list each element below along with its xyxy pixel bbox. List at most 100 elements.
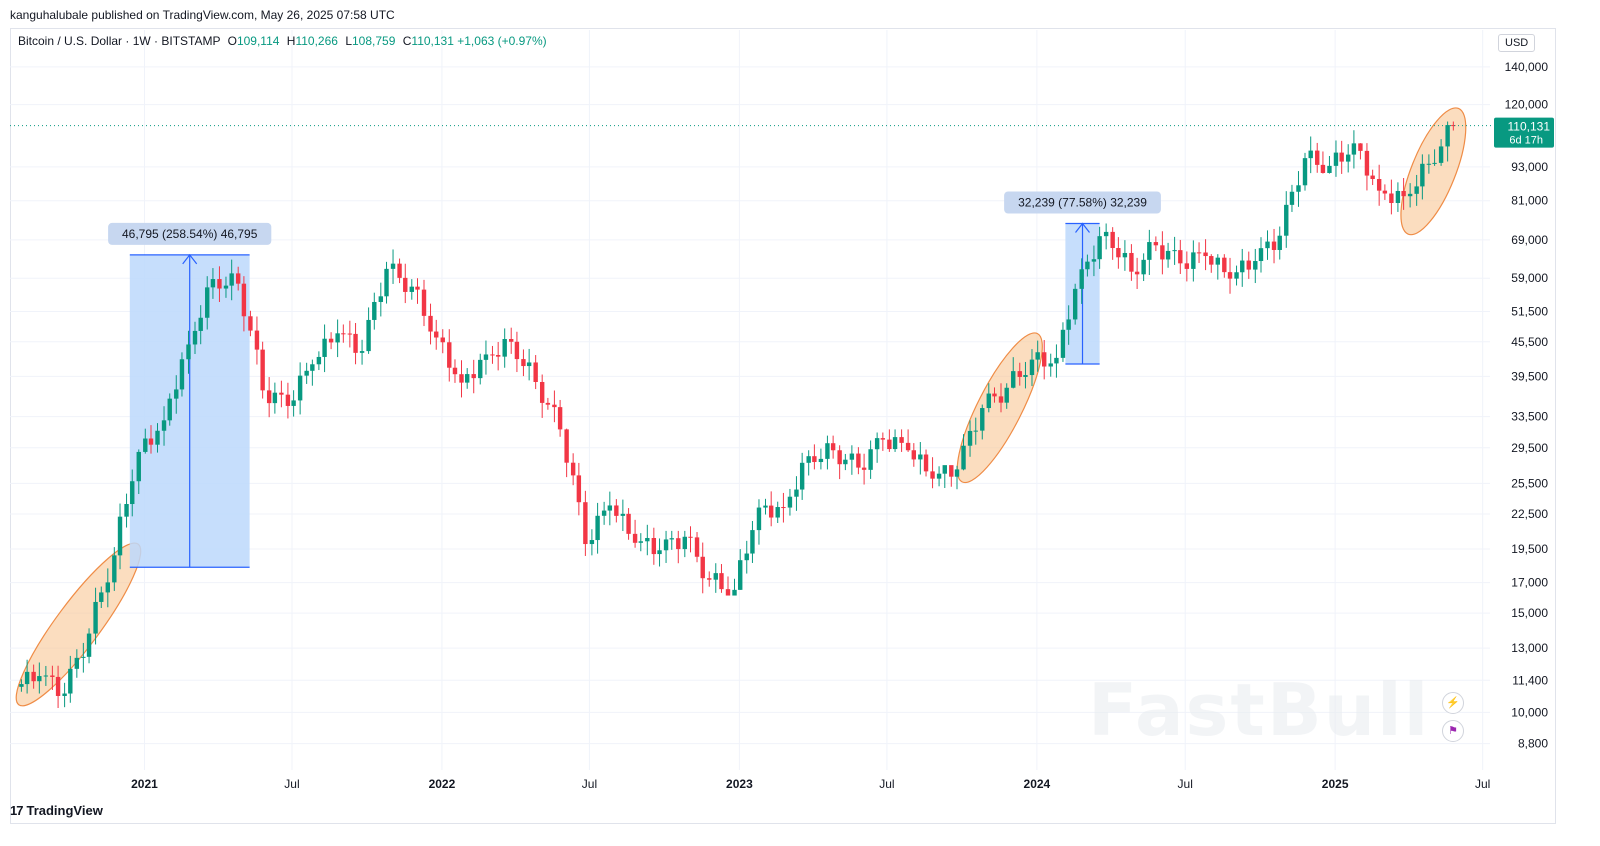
candle-body[interactable] [632,533,638,543]
candle-body[interactable] [861,467,867,470]
candle-body[interactable] [210,279,216,288]
candle-body[interactable] [260,349,265,391]
candle-body[interactable] [1054,357,1059,364]
candle-body[interactable] [1147,242,1152,260]
candle-body[interactable] [390,263,396,269]
candle-body[interactable] [1339,152,1344,162]
candle-body[interactable] [186,344,191,360]
candle-body[interactable] [676,538,681,550]
candle-body[interactable] [856,453,861,468]
candle-body[interactable] [316,356,322,365]
candle-body[interactable] [285,394,291,406]
candle-body[interactable] [112,555,117,583]
candle-body[interactable] [74,657,80,669]
candle-body[interactable] [1327,165,1332,173]
candle-body[interactable] [930,471,935,479]
candle-body[interactable] [428,315,433,332]
candle-body[interactable] [1253,261,1258,270]
candle-body[interactable] [1153,242,1159,246]
candle-body[interactable] [1160,245,1165,260]
candle-body[interactable] [1004,387,1009,403]
candle-body[interactable] [335,333,340,343]
candle-body[interactable] [1284,204,1289,236]
candle-body[interactable] [868,449,873,470]
candle-body[interactable] [614,505,619,516]
candle-body[interactable] [1271,241,1277,250]
candle-body[interactable] [1091,259,1097,262]
candle-body[interactable] [607,505,613,511]
candle-body[interactable] [911,450,917,460]
candle-body[interactable] [1426,163,1432,165]
candle-body[interactable] [378,296,384,302]
candle-body[interactable] [775,507,780,518]
candle-body[interactable] [353,333,358,353]
candle-body[interactable] [1103,231,1109,237]
candle-body[interactable] [478,359,483,379]
candle-body[interactable] [1333,152,1339,166]
candle-body[interactable] [81,656,86,658]
candle-body[interactable] [1289,191,1295,205]
candle-body[interactable] [651,537,657,555]
candle-body[interactable] [1165,250,1171,260]
candle-body[interactable] [155,430,160,445]
candle-body[interactable] [452,367,458,375]
candle-body[interactable] [557,407,563,430]
candle-body[interactable] [620,513,626,516]
flag-icon[interactable]: ⚑ [1442,720,1464,742]
candle-body[interactable] [217,279,222,289]
candle-body[interactable] [1048,363,1053,367]
candle-body[interactable] [465,374,470,383]
candle-body[interactable] [93,601,98,634]
candle-body[interactable] [713,573,718,580]
candle-body[interactable] [657,550,662,555]
candle-body[interactable] [229,273,234,286]
candle-body[interactable] [384,268,389,297]
candle-body[interactable] [272,392,278,404]
candle-body[interactable] [526,362,532,367]
candle-body[interactable] [787,496,793,508]
candle-body[interactable] [1395,190,1401,204]
candle-body[interactable] [763,505,768,508]
candle-body[interactable] [645,537,650,542]
candle-body[interactable] [509,339,514,342]
candle-body[interactable] [533,362,538,382]
candle-body[interactable] [1097,236,1102,260]
candle-body[interactable] [24,671,30,685]
candle-body[interactable] [843,459,848,465]
candle-body[interactable] [86,633,92,657]
candle-body[interactable] [1110,231,1115,249]
candle-body[interactable] [1351,143,1357,155]
candle-body[interactable] [688,536,693,538]
candle-body[interactable] [1240,260,1245,273]
candle-body[interactable] [514,341,520,360]
candle-body[interactable] [19,684,24,687]
candle-body[interactable] [1451,125,1456,127]
candle-body[interactable] [1191,252,1196,269]
candle-body[interactable] [124,504,129,517]
candle-body[interactable] [31,671,36,682]
candle-body[interactable] [1445,125,1450,147]
candle-body[interactable] [198,317,203,331]
candle-body[interactable] [961,445,966,470]
candle-body[interactable] [37,676,42,682]
tradingview-brand[interactable]: 17 TradingView [10,803,103,818]
candle-body[interactable] [669,538,674,540]
candle-body[interactable] [874,438,880,450]
candle-body[interactable] [434,331,439,338]
candle-body[interactable] [682,536,688,550]
candle-body[interactable] [1370,175,1375,180]
candle-body[interactable] [266,390,272,404]
candle-body[interactable] [1345,154,1351,162]
candle-body[interactable] [1035,352,1040,360]
candle-body[interactable] [372,301,377,320]
candle-body[interactable] [1358,143,1363,151]
candle-body[interactable] [980,408,985,431]
candle-body[interactable] [732,589,737,596]
highlight-ellipse[interactable] [942,324,1057,492]
candle-body[interactable] [1079,269,1084,289]
candle-body[interactable] [564,429,569,463]
candle-body[interactable] [223,285,229,289]
candle-body[interactable] [1407,193,1413,197]
candle-body[interactable] [397,263,402,278]
